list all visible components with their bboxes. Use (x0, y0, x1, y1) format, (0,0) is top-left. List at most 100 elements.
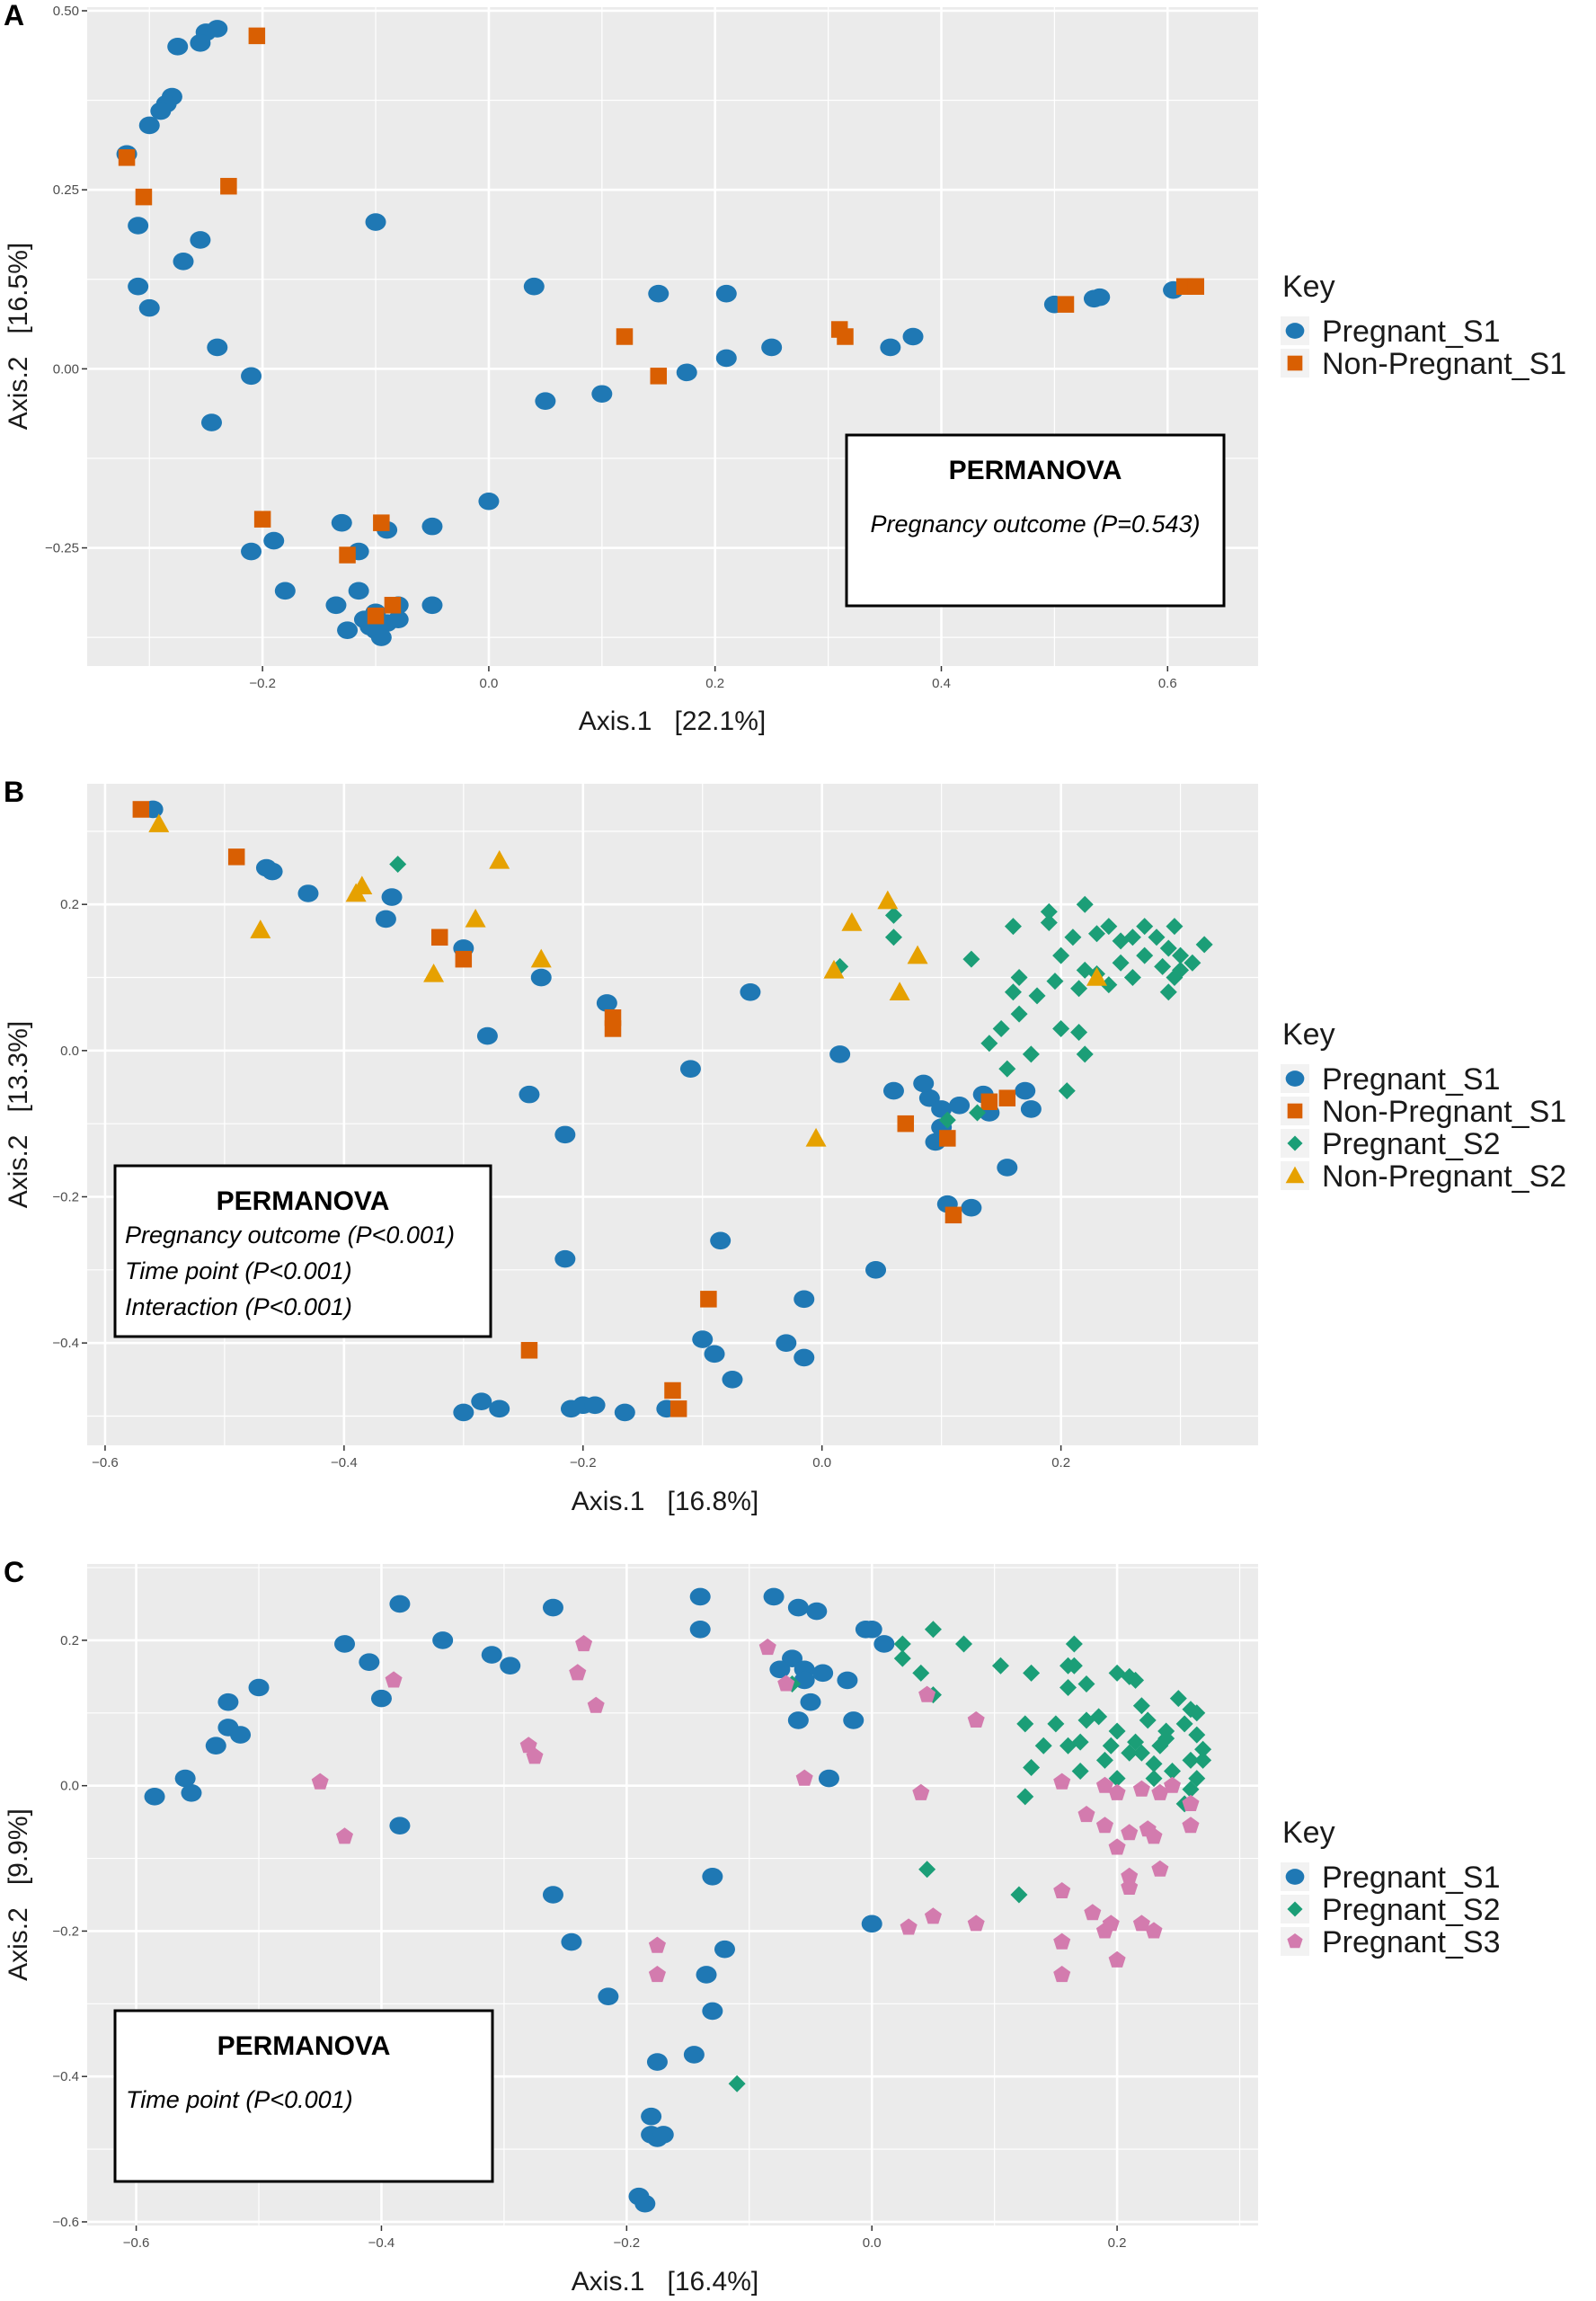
data-point-pregnant-s1 (389, 1595, 411, 1613)
permanova-result: Pregnancy outcome (P=0.543) (871, 511, 1201, 537)
data-point-pregnant-s1 (542, 1886, 563, 1904)
data-point-pregnant-s3 (1108, 1783, 1126, 1800)
data-point-pregnant-s1 (949, 1097, 971, 1115)
data-point-pregnant-s2 (1136, 946, 1154, 964)
permanova-title: PERMANOVA (949, 456, 1122, 485)
data-point-pregnant-s1 (689, 1587, 711, 1606)
panel-b: −0.6 −0.4 −0.2 0.0 0.2 −0.4 −0.2 0.0 0.2 PERMANOV… (4, 776, 1566, 1516)
data-point-pregnant-s2 (1071, 1733, 1089, 1751)
data-point-pregnant-s1 (554, 1249, 576, 1268)
data-point-pregnant-s2 (1076, 961, 1094, 979)
x-tick-label: −0.2 (614, 2235, 641, 2251)
data-point-non-pregnant-s1 (367, 607, 385, 625)
data-point-non-pregnant-s1 (384, 597, 402, 614)
data-point-pregnant-s2 (938, 1111, 956, 1129)
data-point-pregnant-s1 (274, 582, 296, 600)
y-tick-label: 0.2 (60, 1633, 79, 1648)
data-point-pregnant-s1 (689, 1620, 711, 1639)
data-point-pregnant-s2 (1040, 902, 1058, 920)
data-point-non-pregnant-s1 (650, 368, 668, 385)
data-point-pregnant-s1 (683, 2046, 705, 2064)
data-point-pregnant-s1 (634, 2194, 656, 2213)
data-point-pregnant-s2 (1040, 914, 1058, 932)
permanova-box: PERMANOVA Pregnancy outcome (P=0.543) (845, 433, 1226, 608)
data-point-pregnant-s1 (714, 1940, 735, 1959)
x-tick-label: −0.2 (570, 1455, 597, 1470)
data-point-non-pregnant-s1 (700, 1291, 717, 1308)
data-point-pregnant-s3 (1053, 1932, 1071, 1950)
data-point-pregnant-s2 (1195, 936, 1213, 954)
data-point-pregnant-s1 (880, 338, 901, 357)
data-point-non-pregnant-s1 (430, 928, 448, 946)
data-point-pregnant-s2 (1148, 928, 1166, 946)
data-point-pregnant-s2 (1070, 980, 1088, 998)
data-point-pregnant-s3 (918, 1685, 936, 1702)
y-tick-label: −0.6 (52, 2215, 79, 2230)
data-point-non-pregnant-s2 (1086, 967, 1108, 986)
permanova-result: Interaction (P<0.001) (125, 1293, 352, 1320)
legend-label: Non-Pregnant_S1 (1322, 347, 1566, 381)
data-point-pregnant-s1 (207, 338, 228, 357)
data-point-pregnant-s3 (1108, 1838, 1126, 1855)
panel-c: −0.6 −0.4 −0.2 0.0 0.2 −0.6 −0.4 −0.2 0.0 0.2 PERM… (4, 1556, 1501, 2297)
data-point-pregnant-s1 (205, 1737, 226, 1755)
data-point-pregnant-s2 (1046, 973, 1064, 991)
permanova-box: PERMANOVA Pregnancy outcome (P<0.001) Time… (113, 1164, 492, 1338)
data-point-non-pregnant-s1 (520, 1342, 538, 1359)
data-point-pregnant-s3 (777, 1675, 795, 1692)
data-point-pregnant-s1 (829, 1045, 851, 1063)
y-tick-label: 0.00 (53, 361, 79, 377)
data-point-pregnant-s1 (710, 1231, 732, 1250)
data-point-pregnant-s2 (1010, 969, 1028, 987)
x-tick-label: 0.6 (1158, 676, 1177, 691)
data-point-pregnant-s1 (702, 2002, 723, 2021)
data-point-pregnant-s2 (1123, 928, 1141, 946)
x-tick-label: 0.4 (932, 676, 951, 691)
y-tick-label: −0.2 (52, 1189, 79, 1204)
data-point-non-pregnant-s1 (998, 1089, 1016, 1106)
data-point-non-pregnant-s2 (148, 813, 170, 832)
y-tick-label: 0.2 (60, 897, 79, 912)
data-point-pregnant-s1 (794, 1290, 815, 1309)
data-point-pregnant-s2 (1090, 1708, 1108, 1726)
data-point-pregnant-s2 (1016, 1715, 1034, 1733)
legend-label: Pregnant_S1 (1322, 1062, 1501, 1097)
permanova-box-frame (113, 2009, 494, 2183)
data-point-pregnant-s1 (241, 367, 262, 386)
data-point-pregnant-s1 (812, 1664, 834, 1683)
data-point-pregnant-s3 (900, 1918, 918, 1935)
data-point-pregnant-s1 (873, 1635, 895, 1653)
y-axis-title: Axis.2 [13.3%] (4, 1021, 33, 1208)
data-point-pregnant-s1 (489, 1399, 510, 1418)
data-point-pregnant-s2 (1065, 1657, 1083, 1675)
data-point-non-pregnant-s1 (897, 1115, 915, 1133)
legend-marker-pregnant-s1 (1285, 1869, 1305, 1885)
data-point-pregnant-s3 (1053, 1882, 1071, 1898)
data-point-pregnant-s3 (1053, 1772, 1071, 1790)
data-point-pregnant-s1 (217, 1692, 239, 1711)
data-point-pregnant-s1 (241, 542, 262, 561)
data-point-pregnant-s1 (861, 1915, 882, 1933)
data-point-pregnant-s1 (646, 2053, 668, 2071)
data-point-pregnant-s2 (728, 2074, 746, 2092)
legend-label: Pregnant_S2 (1322, 1893, 1501, 1927)
y-tick-label: −0.25 (45, 541, 79, 556)
data-point-pregnant-s1 (769, 1660, 791, 1679)
data-point-pregnant-s2 (1112, 954, 1130, 972)
data-point-pregnant-s3 (1182, 1794, 1200, 1811)
data-point-pregnant-s1 (542, 1598, 563, 1617)
data-point-pregnant-s1 (348, 582, 369, 600)
data-point-pregnant-s2 (1166, 918, 1184, 936)
data-point-pregnant-s3 (1084, 1904, 1102, 1921)
data-point-pregnant-s1 (174, 1769, 196, 1788)
data-point-pregnant-s2 (1182, 1781, 1200, 1799)
permanova-title: PERMANOVA (217, 2031, 391, 2061)
data-point-pregnant-s1 (554, 1125, 576, 1144)
data-point-pregnant-s1 (389, 1817, 411, 1835)
data-point-pregnant-s2 (1151, 1737, 1169, 1755)
data-point-pregnant-s2 (1060, 1678, 1077, 1696)
legend-label: Pregnant_S2 (1322, 1127, 1501, 1161)
data-point-pregnant-s2 (1010, 1005, 1028, 1023)
data-point-pregnant-s1 (144, 1788, 165, 1806)
data-point-pregnant-s2 (1132, 1697, 1150, 1715)
